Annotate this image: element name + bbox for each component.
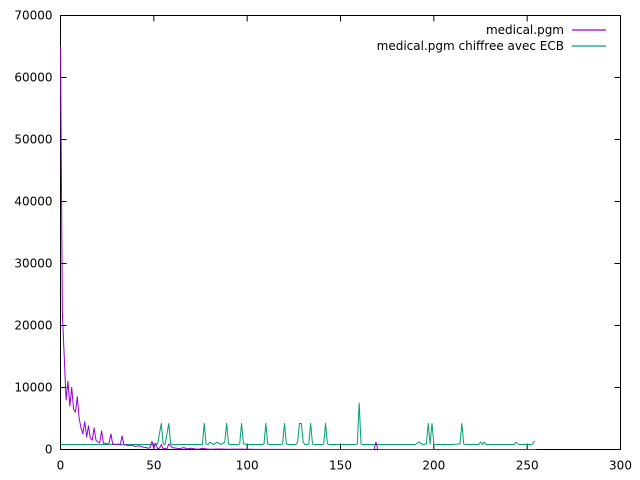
x-tick-label: 100 [236, 459, 259, 473]
y-tick-label: 70000 [14, 9, 52, 23]
y-tick-label: 20000 [14, 319, 52, 333]
y-tick-label: 50000 [14, 133, 52, 147]
series-line-medical-pgm [60, 46, 537, 450]
y-tick-label: 10000 [14, 381, 52, 395]
x-tick-label: 0 [57, 459, 65, 473]
x-tick-label: 300 [609, 459, 632, 473]
legend-label-medical-pgm-ecb: medical.pgm chiffree avec ECB [377, 39, 564, 53]
y-tick-label: 40000 [14, 195, 52, 209]
legend-label-medical-pgm: medical.pgm [486, 23, 564, 37]
series-line-medical-pgm-ecb [60, 402, 536, 446]
x-tick-label: 50 [146, 459, 161, 473]
x-tick-label: 250 [516, 459, 539, 473]
y-tick-label: 0 [45, 443, 53, 457]
x-tick-label: 150 [329, 459, 352, 473]
y-tick-label: 30000 [14, 257, 52, 271]
y-tick-label: 60000 [14, 71, 52, 85]
legend: medical.pgm medical.pgm chiffree avec EC… [377, 23, 606, 53]
axis-tick-labels: 0 50 100 150 200 250 300 0 10000 20000 30000 40000 5… [14, 9, 632, 473]
plot-frame [60, 15, 621, 450]
series-layer [60, 46, 537, 450]
x-tick-label: 200 [422, 459, 445, 473]
axis-ticks [60, 15, 621, 450]
